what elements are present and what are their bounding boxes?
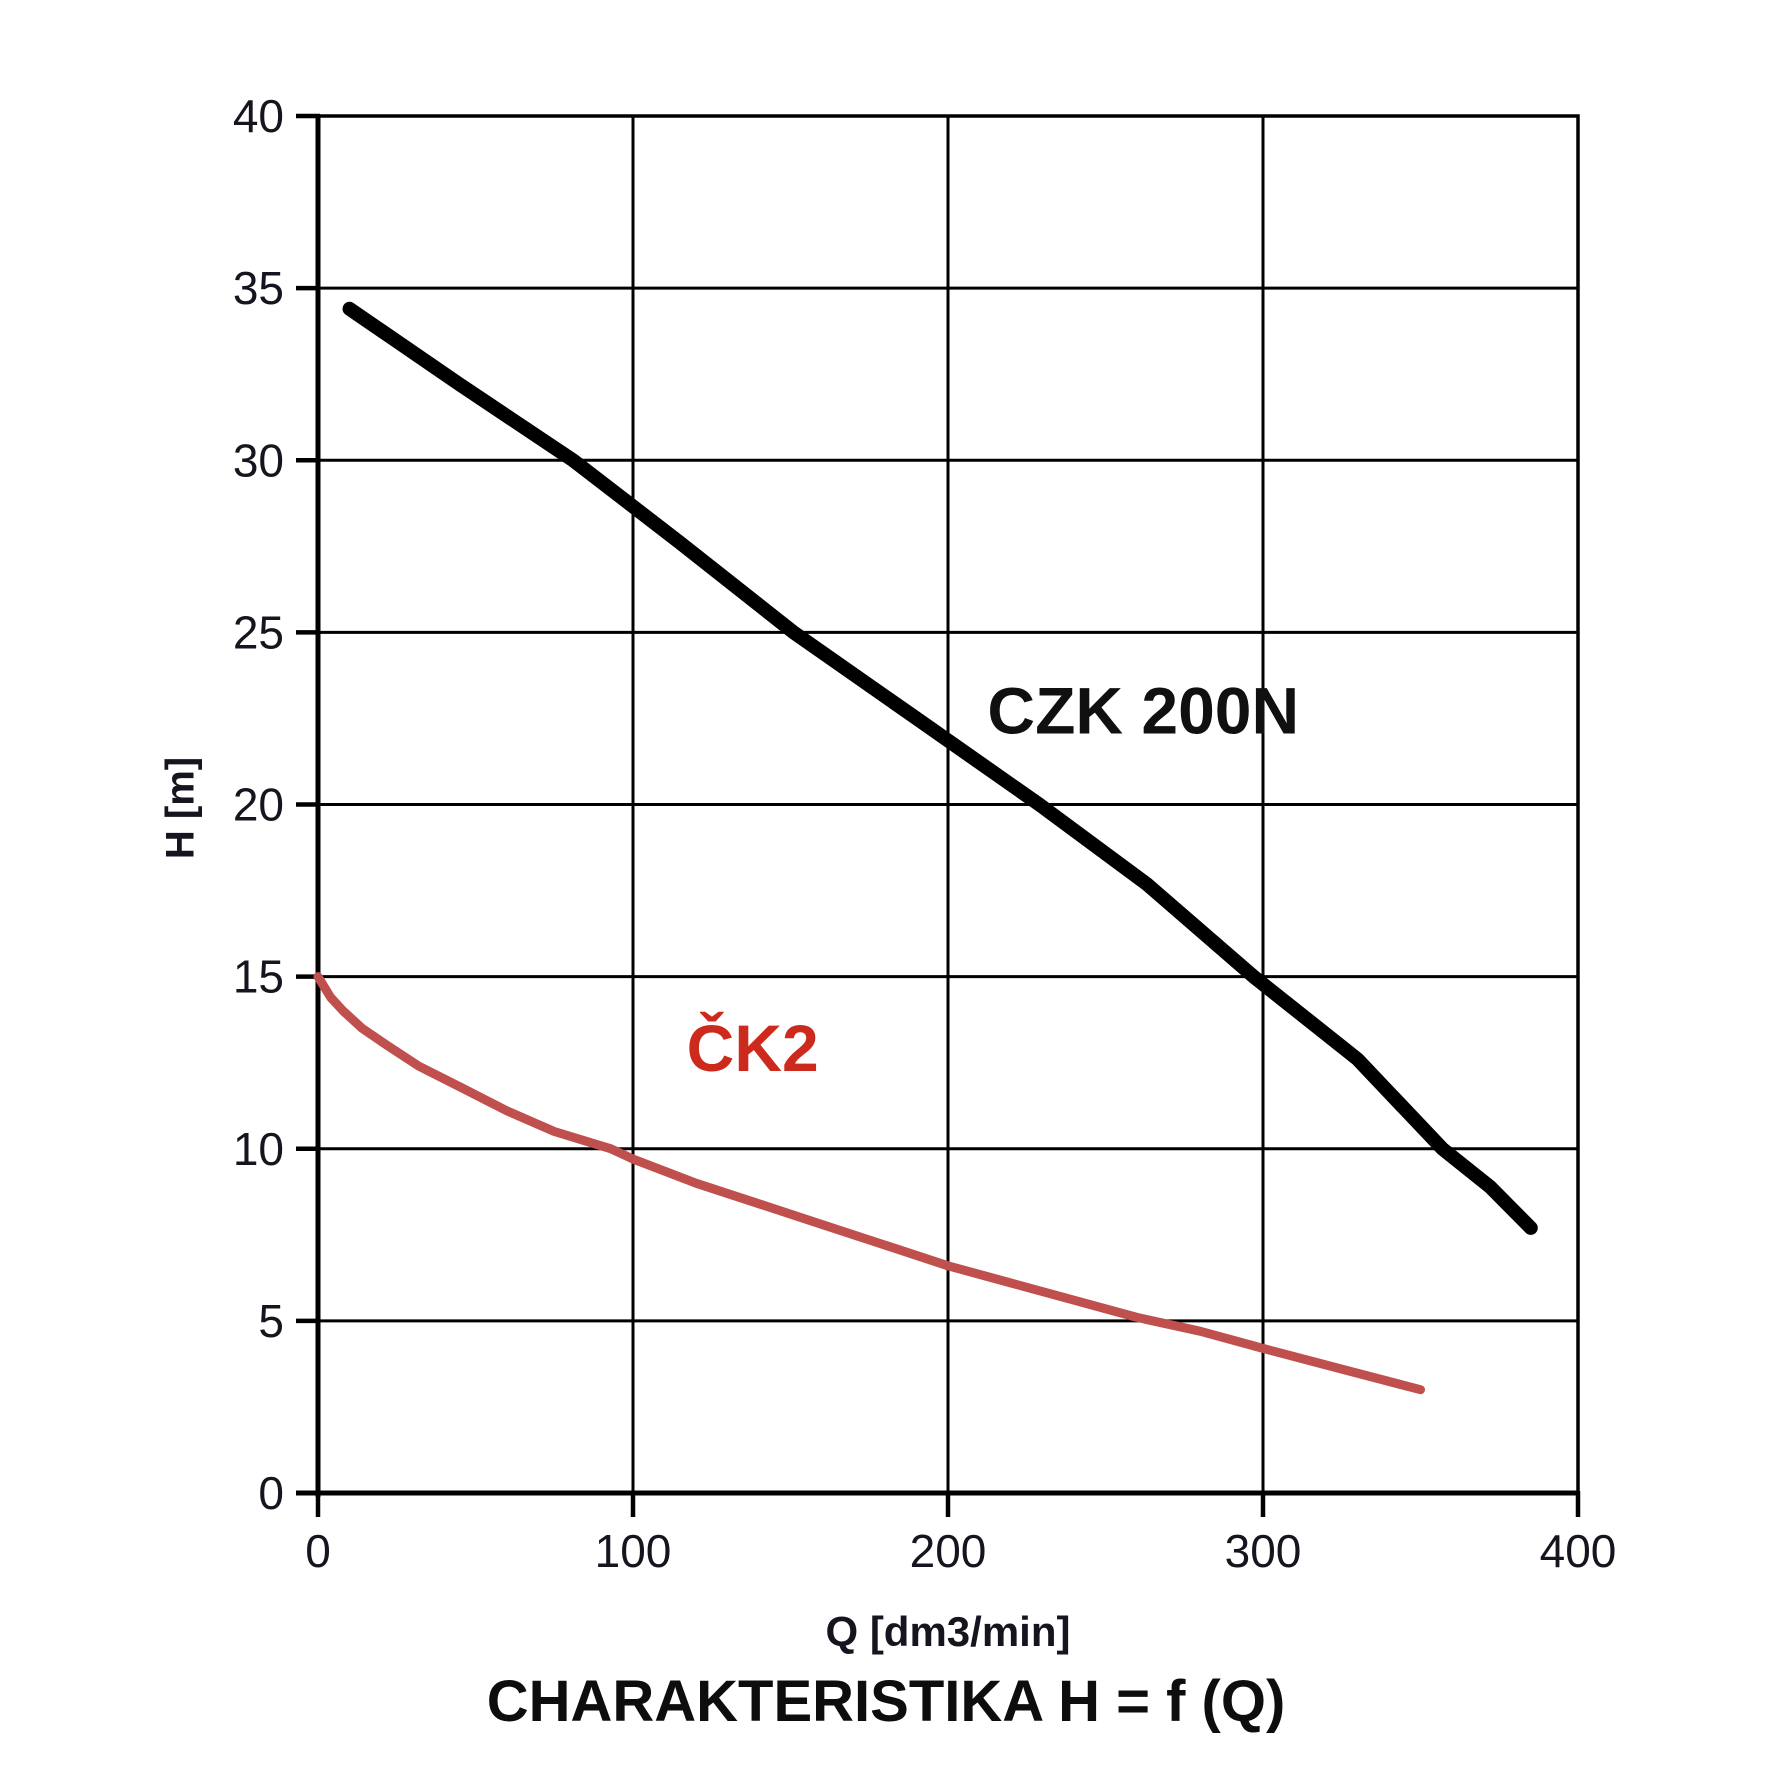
y-tick-label: 10 [233, 1123, 284, 1175]
y-axis-title-text: H [m] [158, 756, 203, 860]
series-line--k2 [313, 972, 1425, 1395]
y-tick-label: 20 [233, 779, 284, 831]
y-tick-label: 0 [258, 1467, 284, 1519]
y-tick-label: 25 [233, 606, 284, 658]
series-label-czk-200n: CZK 200N [987, 674, 1299, 748]
x-tick-label: 100 [595, 1525, 672, 1577]
y-tick-label: 5 [258, 1295, 284, 1347]
y-tick-label: 30 [233, 434, 284, 486]
series-line-czk-200n [342, 301, 1538, 1235]
series-label--k2: ČK2 [687, 1011, 819, 1085]
y-tick-label: 15 [233, 951, 284, 1003]
x-axis-title: Q [dm3/min] [825, 1608, 1071, 1655]
y-tick-label: 35 [233, 262, 284, 314]
x-tick-label: 200 [910, 1525, 987, 1577]
y-tick-label: 40 [233, 90, 284, 142]
x-tick-label: 300 [1225, 1525, 1302, 1577]
chart-caption: CHARAKTERISTIKA H = f (Q) [486, 1669, 1286, 1734]
x-tick-label: 0 [305, 1525, 331, 1577]
x-tick-label: 400 [1540, 1525, 1617, 1577]
